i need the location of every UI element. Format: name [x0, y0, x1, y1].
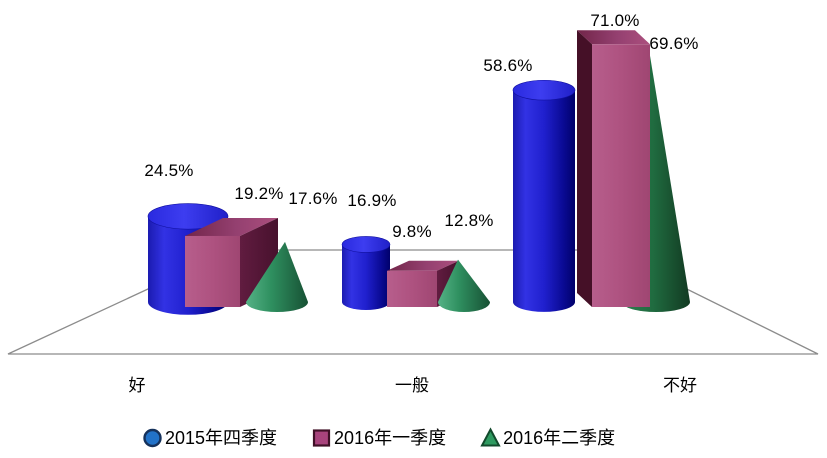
legend-circle-icon [143, 428, 162, 447]
shape-cylinder-group3-top [512, 79, 576, 101]
x-axis-label-bad: 不好 [663, 376, 697, 395]
legend-item-2016q2: 2016年二季度 [480, 424, 615, 450]
shape-cylinder-group2-body [342, 244, 390, 310]
shape-cylinder-group3-body [513, 90, 575, 312]
shape-cone-group2 [438, 259, 490, 312]
x-axis-label-average: 一般 [395, 376, 429, 395]
shape-box-group1-front [185, 235, 240, 307]
shape-box-group3-front [592, 44, 650, 308]
shape-box-group1-top [185, 217, 278, 236]
x-axis-label-good: 好 [128, 376, 146, 395]
shape-cylinder-group2-top [341, 236, 391, 253]
legend-label: 2016年二季度 [503, 428, 616, 448]
shape-cone-group1 [246, 241, 308, 312]
legend-label: 2016年一季度 [334, 428, 447, 448]
shape-box-group3-side [577, 30, 592, 308]
legend-item-2015q4: 2015年四季度 [142, 424, 277, 450]
shape-cylinder-group1-top [147, 203, 229, 230]
shape-box-group2-front [387, 270, 437, 307]
shape-box-group2-top [387, 260, 459, 271]
legend: 2015年四季度 2016年一季度 2016年二季度 [142, 424, 615, 450]
legend-triangle-icon [480, 426, 501, 446]
legend-label: 2015年四季度 [165, 428, 278, 448]
legend-item-2016q1: 2016年一季度 [311, 424, 446, 450]
shape-box-group3-top [577, 30, 650, 45]
legend-square-icon [312, 428, 331, 447]
